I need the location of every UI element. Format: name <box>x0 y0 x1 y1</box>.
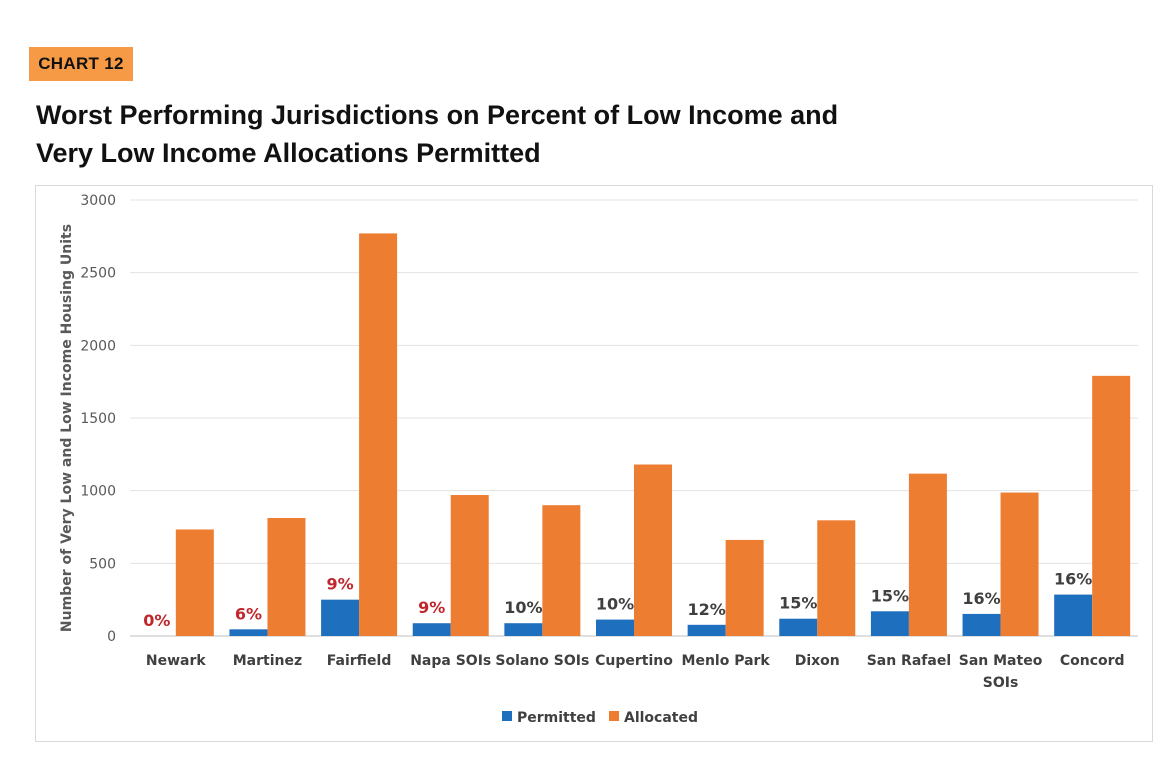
chart-title-line-2: Very Low Income Allocations Permitted <box>36 138 541 168</box>
category-label: Dixon <box>795 653 840 669</box>
percent-data-label: 10% <box>596 595 634 614</box>
percent-data-label: 9% <box>327 575 354 594</box>
permitted-bar <box>962 613 1001 636</box>
legend-swatch-permitted <box>502 711 512 721</box>
allocated-bar <box>908 473 947 636</box>
y-tick-label: 3000 <box>80 193 116 209</box>
chart-number-badge: CHART 12 <box>29 47 133 81</box>
permitted-bar <box>779 618 818 636</box>
legend-swatch-allocated <box>609 711 619 721</box>
allocated-bar <box>542 505 581 636</box>
allocated-bar <box>359 233 398 636</box>
percent-data-label: 10% <box>504 598 542 617</box>
category-label: Concord <box>1060 653 1125 669</box>
allocated-bar <box>634 464 672 636</box>
allocated-bar <box>450 495 489 636</box>
allocated-bar <box>1000 492 1039 636</box>
y-tick-label: 500 <box>89 556 116 572</box>
percent-data-label: 12% <box>687 600 725 619</box>
category-label: Menlo Park <box>682 653 771 669</box>
permitted-bar <box>412 623 451 636</box>
allocated-bar <box>1092 375 1131 636</box>
category-label: Martinez <box>233 653 302 669</box>
permitted-bar <box>687 624 726 636</box>
permitted-bar <box>870 611 909 636</box>
percent-data-label: 6% <box>235 604 262 623</box>
category-label: Newark <box>146 653 206 669</box>
percent-data-label: 16% <box>962 589 1000 608</box>
allocated-bar <box>267 517 306 636</box>
permitted-bar <box>596 619 634 636</box>
chart-frame <box>35 185 1153 742</box>
category-label: Solano SOIs <box>495 653 589 669</box>
legend-label-permitted: Permitted <box>517 710 596 726</box>
chart-title: Worst Performing Jurisdictions on Percen… <box>36 96 936 172</box>
allocated-bar <box>175 529 214 636</box>
permitted-bar <box>321 599 360 636</box>
permitted-bar <box>1054 594 1093 636</box>
allocated-bar <box>725 539 764 636</box>
permitted-bar <box>504 623 543 636</box>
y-tick-label: 2500 <box>80 266 116 282</box>
y-tick-label: 1000 <box>80 484 116 500</box>
category-label: Cupertino <box>595 653 673 669</box>
percent-data-label: 16% <box>1054 570 1092 589</box>
y-axis-label: Number of Very Low and Low Income Housin… <box>59 224 75 632</box>
chart-title-line-1: Worst Performing Jurisdictions on Percen… <box>36 100 839 130</box>
category-label: SOIs <box>983 675 1019 691</box>
percent-data-label: 15% <box>871 586 909 605</box>
y-tick-label: 1500 <box>80 411 116 427</box>
legend-label-allocated: Allocated <box>624 710 698 726</box>
percent-data-label: 9% <box>418 598 445 617</box>
allocated-bar <box>817 520 856 636</box>
y-tick-label: 2000 <box>80 338 116 354</box>
percent-data-label: 0% <box>143 611 170 630</box>
category-label: San Rafael <box>867 653 951 669</box>
category-label: Napa SOIs <box>410 653 491 669</box>
percent-data-label: 15% <box>779 594 817 613</box>
category-label: Fairfield <box>327 653 392 669</box>
y-tick-label: 0 <box>107 629 116 645</box>
category-label: San Mateo <box>959 653 1043 669</box>
permitted-bar <box>229 629 268 636</box>
